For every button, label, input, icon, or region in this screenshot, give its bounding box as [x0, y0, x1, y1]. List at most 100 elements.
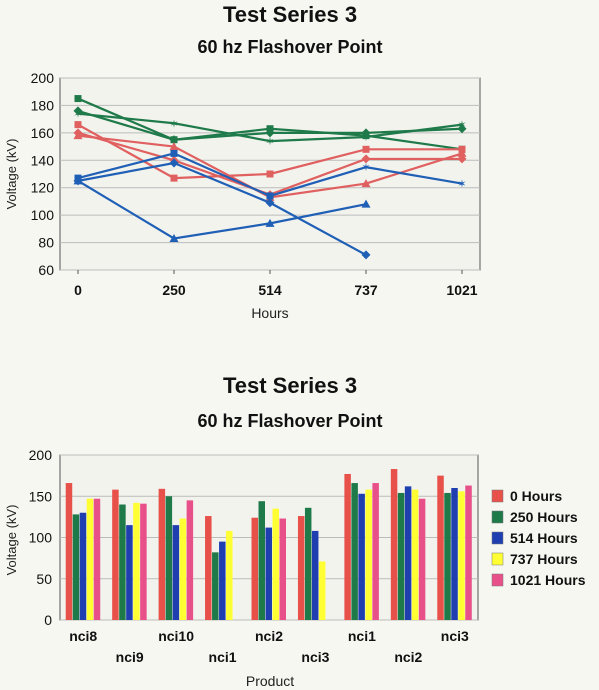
bar: [297, 516, 305, 620]
line-y-tick-label: 100: [31, 207, 55, 223]
bar-chart-plot: 0 50 100 150 200 nci8 nci9 nci10 nci1 nci2 nci3 nci…: [29, 447, 479, 665]
bar-x-tick-label: nci1: [209, 649, 237, 665]
bar: [365, 489, 372, 620]
line-point: ✶: [457, 179, 466, 191]
line-point: [361, 250, 371, 260]
bar-y-tick-label: 0: [44, 612, 52, 628]
line-point: [362, 145, 370, 153]
line-chart-subtitle: 60 hz Flashover Point: [197, 37, 382, 57]
line-point: [361, 154, 371, 164]
line-point: [265, 128, 275, 138]
line-point: [74, 95, 82, 103]
bar: [65, 483, 73, 620]
bar: [458, 491, 465, 620]
bar: [411, 489, 419, 620]
bar-x-tick-label: nci9: [116, 649, 144, 665]
bar-y-tick-label: 50: [36, 571, 52, 587]
bar: [397, 492, 405, 620]
legend-swatch: [491, 489, 504, 503]
bar: [226, 530, 233, 620]
bar: [272, 508, 279, 620]
line-x-tick-label: 514: [258, 282, 282, 298]
bar: [93, 498, 101, 620]
bar: [318, 561, 326, 620]
bar: [158, 488, 166, 620]
bar: [372, 483, 379, 620]
legend-label: 0 Hours: [510, 488, 562, 504]
bar-x-tick-label: nci10: [158, 628, 194, 644]
line-chart-ylabel: Voltage (kV): [4, 139, 19, 210]
line-point: [74, 121, 82, 129]
bar: [311, 530, 319, 620]
bar: [465, 485, 472, 620]
bar-x-tick-label: nci3: [301, 649, 329, 665]
bar-x-tick-label: nci1: [348, 628, 376, 644]
bar: [390, 469, 398, 620]
bar-y-tick-label: 150: [29, 488, 53, 504]
bar: [437, 475, 444, 620]
line-y-tick-label: 60: [38, 262, 54, 278]
line-series-9: [73, 176, 371, 242]
legend-label: 250 Hours: [510, 509, 578, 525]
line-series-8: [73, 158, 371, 260]
bar: [186, 500, 194, 620]
line-x-tick-label: 0: [74, 282, 82, 298]
line-point: [169, 135, 179, 145]
line-point: [169, 142, 179, 151]
bar: [86, 498, 94, 620]
line-series-path: [77, 112, 463, 143]
line-y-tick-label: 120: [31, 180, 55, 196]
legend-swatch: [491, 531, 504, 545]
bar: [351, 483, 358, 620]
bar: [112, 489, 119, 620]
line-x-tick-label: 250: [162, 282, 186, 298]
bar-chart-subtitle: 60 hz Flashover Point: [197, 411, 382, 431]
bar: [205, 516, 212, 620]
bar: [344, 473, 351, 620]
line-y-tick-label: 140: [31, 152, 55, 168]
bar: [140, 503, 147, 620]
line-series-path: [77, 161, 367, 256]
line-chart-xlabel: Hours: [251, 305, 288, 321]
bar: [126, 525, 133, 620]
line-series-path: [269, 166, 463, 197]
line-point: [73, 131, 83, 140]
line-point: [170, 174, 178, 182]
line-point: [361, 199, 371, 208]
bar: [165, 496, 173, 620]
line-point: ✶: [265, 191, 274, 203]
line-chart-title: Test Series 3: [223, 2, 357, 27]
line-y-tick-label: 80: [38, 235, 54, 251]
line-point: [265, 198, 275, 208]
bar-chart-xlabel: Product: [246, 673, 294, 689]
line-series-3: ✶ ✶ ✶ ✶ ✶: [73, 109, 466, 148]
line-point: [169, 158, 179, 168]
line-point: ✶: [73, 109, 82, 121]
bar: [258, 501, 265, 620]
bar: [219, 541, 226, 620]
line-point: [170, 149, 178, 157]
legend-label: 737 Hours: [510, 551, 578, 567]
bar: [358, 493, 365, 620]
bar-y-tick-label: 200: [29, 447, 53, 463]
bar-chart-ylabel: Voltage (kV): [4, 505, 19, 576]
bar: [179, 518, 187, 620]
bar: [444, 492, 451, 620]
line-point: ✶: [361, 132, 370, 144]
bar: [279, 518, 286, 620]
bar: [212, 552, 219, 620]
line-point: [361, 179, 371, 188]
line-series-10: ✶ ✶ ✶: [265, 162, 466, 203]
bar: [79, 512, 87, 620]
bar: [451, 488, 458, 620]
line-x-tick-label: 1021: [446, 282, 477, 298]
line-point: ✶: [457, 120, 466, 132]
bar: [133, 502, 140, 620]
line-y-tick-label: 200: [31, 70, 55, 86]
bar: [404, 486, 412, 620]
bar-y-tick-label: 100: [29, 530, 53, 546]
legend-swatch: [491, 573, 504, 587]
bar-chart-legend: 0 Hours 250 Hours 514 Hours 737 Hours 1021 H…: [491, 488, 586, 588]
